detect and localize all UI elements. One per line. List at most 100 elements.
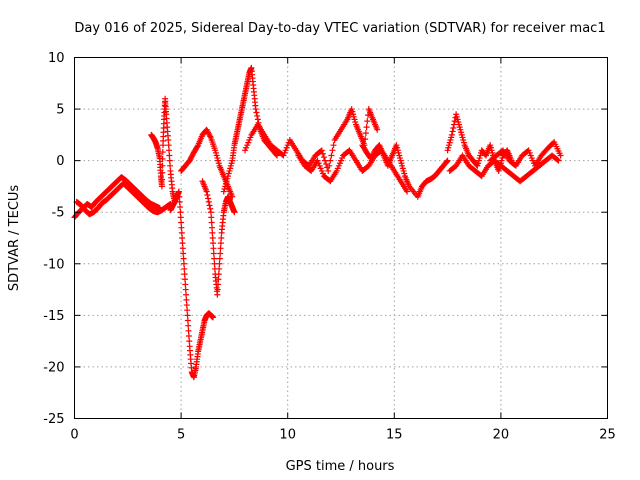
plot-frame xyxy=(74,57,608,419)
data-point xyxy=(326,162,333,169)
data-point xyxy=(183,302,190,309)
data-point xyxy=(175,188,182,195)
data-point xyxy=(322,157,329,164)
data-point xyxy=(177,214,184,221)
data-point xyxy=(185,332,192,339)
data-point xyxy=(186,338,193,345)
x-axis-label: GPS time / hours xyxy=(286,459,395,474)
data-point xyxy=(254,116,261,123)
data-point xyxy=(217,245,224,252)
x-tick-label: 25 xyxy=(599,428,616,443)
data-point xyxy=(158,183,165,190)
data-point xyxy=(555,157,562,164)
data-point xyxy=(216,260,223,267)
data-point xyxy=(179,245,186,252)
data-point xyxy=(210,245,217,252)
data-point xyxy=(210,250,217,257)
data-point xyxy=(185,327,192,334)
data-point xyxy=(209,224,216,231)
data-point xyxy=(159,155,166,162)
y-tick-label: -10 xyxy=(43,257,64,272)
axis-ticks: 0 5 10 15 20 25 -25 -20 -15 -10 -5 0 5 10 xyxy=(43,51,616,443)
x-tick-label: 20 xyxy=(493,428,510,443)
data-point xyxy=(254,112,261,119)
data-point xyxy=(215,271,222,278)
y-tick-label: -20 xyxy=(43,360,64,375)
data-point xyxy=(217,240,224,247)
data-point xyxy=(327,157,334,164)
data-point xyxy=(320,154,327,161)
y-tick-label: 5 xyxy=(56,103,64,118)
data-point xyxy=(362,130,369,137)
data-point xyxy=(159,162,166,169)
data-point xyxy=(557,152,564,159)
data-point xyxy=(450,124,457,131)
gridlines xyxy=(74,57,608,419)
data-point xyxy=(217,250,224,257)
data-point xyxy=(184,317,191,324)
data-point xyxy=(166,157,173,164)
data-point xyxy=(159,176,166,183)
data-point xyxy=(185,322,192,329)
data-point xyxy=(179,240,186,247)
data-point xyxy=(182,281,189,288)
series-sat-b xyxy=(73,180,174,218)
data-point xyxy=(449,128,456,135)
series-sat-m xyxy=(487,139,564,169)
data-point xyxy=(374,126,381,133)
data-point xyxy=(215,276,222,283)
y-tick-label: -5 xyxy=(52,206,65,221)
y-tick-label: 0 xyxy=(56,154,64,169)
data-point xyxy=(364,118,371,125)
data-point xyxy=(210,240,217,247)
data-point xyxy=(211,255,218,262)
data-point xyxy=(216,265,223,272)
data-point xyxy=(318,147,325,154)
data-point xyxy=(180,260,187,267)
data-point xyxy=(206,202,213,209)
data-point xyxy=(208,214,215,221)
data-point xyxy=(210,314,217,321)
data-point xyxy=(184,307,191,314)
chart-title: Day 016 of 2025, Sidereal Day-to-day VTE… xyxy=(74,21,605,36)
data-point xyxy=(177,209,184,216)
data-point xyxy=(203,188,210,195)
data-point xyxy=(404,188,411,195)
data-point xyxy=(177,204,184,211)
data-point xyxy=(214,286,221,293)
data-point xyxy=(178,229,185,236)
data-point xyxy=(216,255,223,262)
data-point xyxy=(178,219,185,226)
data-point xyxy=(444,157,451,164)
data-point xyxy=(214,291,221,298)
data-point xyxy=(323,161,330,168)
data-point xyxy=(329,147,336,154)
data-point xyxy=(165,142,172,149)
data-point xyxy=(159,169,166,176)
y-axis-label: SDTVAR / TECUs xyxy=(7,185,22,292)
x-tick-label: 15 xyxy=(386,428,403,443)
data-point xyxy=(166,147,173,154)
data-point xyxy=(204,192,211,199)
series-sat-j xyxy=(359,142,451,200)
series-sat-f xyxy=(199,178,238,298)
data-point xyxy=(319,150,326,157)
data-point xyxy=(181,271,188,278)
data-point xyxy=(159,149,166,156)
data-point xyxy=(215,281,222,288)
data-point xyxy=(208,219,215,226)
data-point xyxy=(183,296,190,303)
data-point xyxy=(207,133,214,140)
data-point xyxy=(207,209,214,216)
data-point xyxy=(182,276,189,283)
data-point xyxy=(176,198,183,205)
series-sat-c xyxy=(148,95,178,205)
data-point xyxy=(325,167,332,174)
data-point xyxy=(231,209,238,216)
x-tick-label: 0 xyxy=(70,428,78,443)
x-tick-label: 10 xyxy=(279,428,296,443)
data-point xyxy=(184,312,191,319)
data-point xyxy=(448,131,455,138)
data-points xyxy=(71,64,564,381)
